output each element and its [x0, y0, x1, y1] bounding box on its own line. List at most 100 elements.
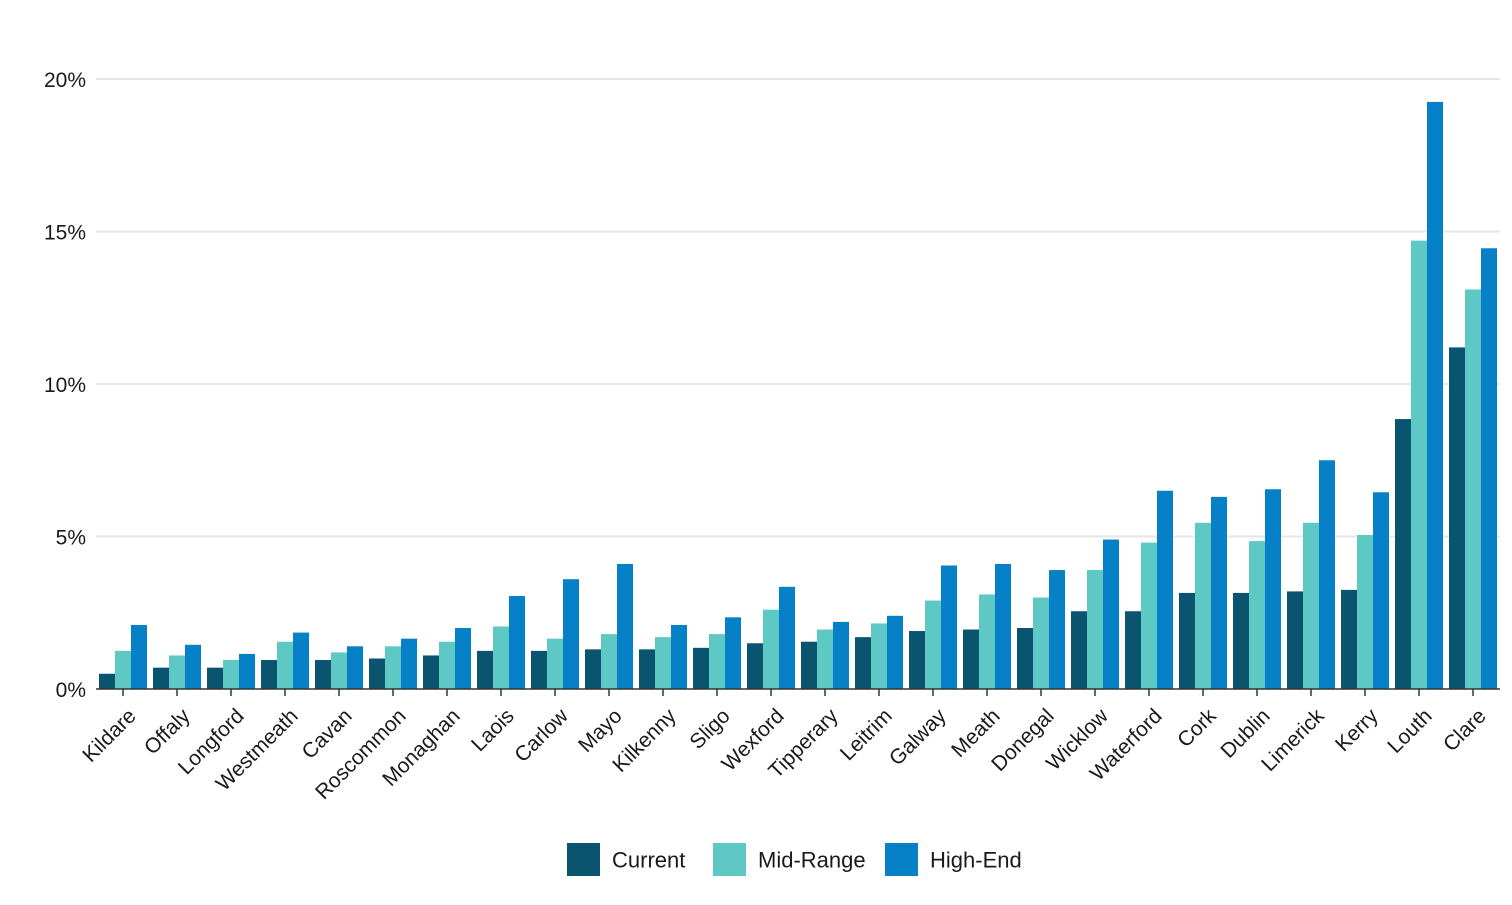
bar-high-end-monaghan	[455, 628, 471, 689]
bar-high-end-cavan	[347, 646, 363, 689]
bar-high-end-laois	[509, 595, 525, 689]
bar-high-end-westmeath	[293, 632, 309, 689]
legend-item-high-end: High-End	[885, 843, 1022, 876]
bar-group-kerry	[1341, 492, 1389, 690]
bar-high-end-meath	[995, 563, 1011, 689]
bar-current-monaghan	[423, 655, 439, 689]
bar-current-waterford	[1125, 611, 1141, 689]
bar-group-mayo	[585, 563, 633, 689]
bar-current-clare	[1449, 347, 1465, 689]
bar-mid-range-wicklow	[1087, 570, 1103, 689]
bar-high-end-carlow	[563, 579, 579, 689]
x-tick-label: Galway	[885, 704, 951, 770]
x-tick-label: Sligo	[685, 704, 734, 753]
bar-group-cork	[1179, 496, 1227, 689]
bar-group-roscommon	[369, 638, 417, 689]
bar-current-carlow	[531, 650, 547, 690]
y-tick-label: 5%	[56, 527, 86, 550]
bar-high-end-cork	[1211, 496, 1227, 689]
bar-high-end-limerick	[1319, 460, 1335, 689]
bar-mid-range-laois	[493, 626, 509, 689]
bar-high-end-wicklow	[1103, 539, 1119, 689]
bar-high-end-clare	[1481, 248, 1497, 689]
bar-current-roscommon	[369, 658, 385, 689]
legend-item-current: Current	[567, 843, 685, 876]
x-tick-label: Kerry	[1331, 704, 1383, 756]
bar-current-dublin	[1233, 592, 1249, 689]
bar-mid-range-kerry	[1357, 534, 1373, 689]
bar-mid-range-waterford	[1141, 542, 1157, 689]
bar-current-kildare	[99, 673, 115, 689]
bar-high-end-mayo	[617, 563, 633, 689]
legend-swatch	[885, 843, 918, 876]
x-tick-label: Laois	[467, 704, 519, 756]
bar-group-waterford	[1125, 490, 1173, 689]
bar-mid-range-cork	[1195, 522, 1211, 689]
bar-group-wexford	[747, 586, 795, 689]
bar-mid-range-roscommon	[385, 646, 401, 689]
bar-mid-range-donegal	[1033, 597, 1049, 689]
bar-mid-range-limerick	[1303, 522, 1319, 689]
bar-mid-range-louth	[1411, 240, 1427, 689]
legend-label: Current	[612, 848, 685, 873]
bar-mid-range-cavan	[331, 652, 347, 689]
bar-mid-range-tipperary	[817, 629, 833, 689]
bar-current-cork	[1179, 592, 1195, 689]
bar-group-westmeath	[261, 632, 309, 689]
bar-group-louth	[1395, 101, 1443, 690]
x-axis-ticks: Kildare OffalyLongfordWestmeathCavanRosco…	[78, 689, 1491, 804]
legend-label: High-End	[930, 848, 1022, 873]
bar-current-louth	[1395, 419, 1411, 689]
bar-group-meath	[963, 563, 1011, 689]
bar-current-galway	[909, 631, 925, 689]
legend-label: Mid-Range	[758, 848, 866, 873]
legend: Current Mid-Range High-End	[567, 843, 1022, 876]
bar-mid-range-kilkenny	[655, 637, 671, 689]
bar-group-longford	[207, 653, 255, 689]
bar-current-cavan	[315, 660, 331, 689]
y-axis-ticks: 0% 5% 10% 15% 20%	[44, 69, 86, 702]
bar-current-westmeath	[261, 660, 277, 689]
bar-mid-range-leitrim	[871, 623, 887, 689]
bar-high-end-dublin	[1265, 489, 1281, 689]
bar-group-kildare	[99, 624, 147, 690]
bar-mid-range-longford	[223, 660, 239, 689]
bar-high-end-kildare	[131, 624, 147, 689]
bar-high-end-kilkenny	[671, 624, 687, 689]
bar-current-offaly	[153, 667, 169, 689]
bar-high-end-kerry	[1373, 492, 1389, 689]
x-tick-label: Clare	[1439, 704, 1491, 756]
bar-group-limerick	[1287, 460, 1335, 689]
bar-group-monaghan	[423, 628, 471, 689]
grid-layer	[96, 78, 1500, 538]
bar-current-tipperary	[801, 641, 817, 689]
bar-mid-range-monaghan	[439, 641, 455, 689]
bar-current-limerick	[1287, 591, 1303, 689]
bar-mid-range-meath	[979, 594, 995, 689]
x-tick-label: Louth	[1383, 704, 1436, 757]
bar-high-end-longford	[239, 653, 255, 689]
bar-mid-range-wexford	[763, 609, 779, 689]
bar-current-wicklow	[1071, 611, 1087, 689]
bar-mid-range-kildare	[115, 650, 131, 690]
bar-current-kerry	[1341, 589, 1357, 690]
legend-swatch	[713, 843, 746, 876]
bar-current-sligo	[693, 647, 709, 689]
bar-current-mayo	[585, 649, 601, 689]
bar-high-end-donegal	[1049, 570, 1065, 689]
bar-current-leitrim	[855, 637, 871, 689]
bar-mid-range-sligo	[709, 634, 725, 689]
bar-group-wicklow	[1071, 539, 1119, 689]
bar-group-tipperary	[801, 621, 849, 689]
bar-group-cavan	[315, 646, 363, 689]
bar-current-longford	[207, 667, 223, 689]
bar-group-carlow	[531, 579, 579, 690]
x-tick-label: Kildare	[78, 704, 140, 766]
bar-current-wexford	[747, 643, 763, 689]
bar-high-end-tipperary	[833, 621, 849, 689]
bar-high-end-sligo	[725, 617, 741, 689]
legend-item-mid-range: Mid-Range	[713, 843, 866, 876]
bar-current-donegal	[1017, 628, 1033, 689]
bar-group-offaly	[153, 644, 201, 689]
